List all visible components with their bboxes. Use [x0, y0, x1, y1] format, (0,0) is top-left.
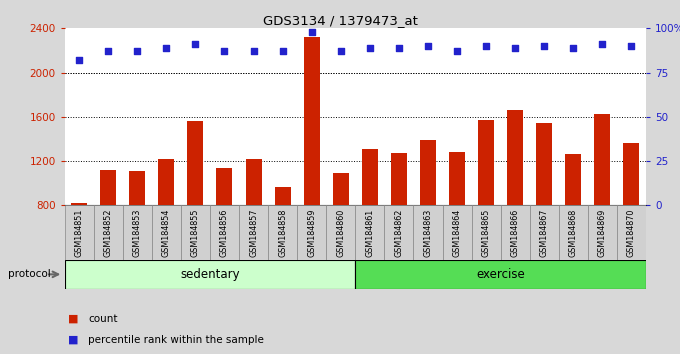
Point [510, 45, 521, 51]
Bar [100, 170, 116, 205]
Point [422, 43, 433, 49]
Bar [326, 205, 355, 260]
Text: GSM184866: GSM184866 [511, 209, 520, 257]
Text: ■: ■ [68, 314, 78, 324]
Bar [210, 205, 239, 260]
Bar [530, 205, 559, 260]
Point [248, 48, 259, 54]
Text: exercise: exercise [476, 268, 525, 281]
Bar [617, 205, 646, 260]
Text: GSM184853: GSM184853 [133, 209, 141, 257]
Text: GSM184862: GSM184862 [394, 209, 403, 257]
Bar [129, 171, 146, 205]
Text: percentile rank within the sample: percentile rank within the sample [88, 335, 265, 345]
Point [73, 57, 84, 63]
Text: sedentary: sedentary [180, 268, 240, 281]
Bar [624, 143, 639, 205]
Point [568, 45, 579, 51]
Bar [181, 205, 210, 260]
Text: GSM184865: GSM184865 [481, 209, 490, 257]
Bar [94, 205, 122, 260]
Text: GSM184852: GSM184852 [104, 209, 113, 257]
Point [452, 48, 462, 54]
Bar [559, 205, 588, 260]
Text: GSM184860: GSM184860 [337, 209, 345, 257]
Point [597, 41, 608, 47]
Bar [384, 205, 413, 260]
Text: count: count [88, 314, 118, 324]
Bar [391, 153, 407, 205]
Bar [420, 140, 436, 205]
Bar [594, 114, 611, 205]
Bar [472, 205, 500, 260]
Bar [158, 159, 174, 205]
Text: GSM184851: GSM184851 [75, 209, 84, 257]
Point [306, 29, 317, 35]
Point [364, 45, 375, 51]
Bar [355, 205, 384, 260]
Bar [188, 121, 203, 205]
Bar [297, 205, 326, 260]
Bar [333, 173, 349, 205]
Bar [275, 187, 290, 205]
Bar [65, 205, 94, 260]
Text: GSM184855: GSM184855 [191, 209, 200, 257]
Point [277, 48, 288, 54]
Bar [362, 149, 378, 205]
Text: GSM184856: GSM184856 [220, 209, 229, 257]
Bar [443, 205, 472, 260]
Point [219, 48, 230, 54]
Bar [478, 120, 494, 205]
Bar [65, 260, 355, 289]
Point [132, 48, 143, 54]
Point [190, 41, 201, 47]
Bar [500, 205, 530, 260]
Point [626, 43, 637, 49]
Bar [268, 205, 297, 260]
Bar [449, 152, 465, 205]
Bar [304, 37, 320, 205]
Point [103, 48, 114, 54]
Text: GSM184863: GSM184863 [424, 209, 432, 257]
Point [335, 48, 346, 54]
Point [481, 43, 492, 49]
Bar [537, 124, 552, 205]
Bar [216, 168, 233, 205]
Bar [239, 205, 268, 260]
Text: GSM184870: GSM184870 [627, 209, 636, 257]
Text: GSM184867: GSM184867 [540, 209, 549, 257]
Bar [152, 205, 181, 260]
Text: GDS3134 / 1379473_at: GDS3134 / 1379473_at [262, 14, 418, 27]
Text: GSM184861: GSM184861 [365, 209, 374, 257]
Text: GSM184859: GSM184859 [307, 209, 316, 257]
Text: GSM184868: GSM184868 [569, 209, 578, 257]
Point [539, 43, 549, 49]
Text: GSM184857: GSM184857 [249, 209, 258, 257]
Text: GSM184864: GSM184864 [453, 209, 462, 257]
Text: GSM184854: GSM184854 [162, 209, 171, 257]
Text: protocol: protocol [8, 269, 51, 279]
Bar [245, 159, 262, 205]
Bar [413, 205, 443, 260]
Point [161, 45, 172, 51]
Bar [355, 260, 646, 289]
Bar [71, 203, 87, 205]
Text: ■: ■ [68, 335, 78, 345]
Text: GSM184858: GSM184858 [278, 209, 287, 257]
Bar [507, 110, 523, 205]
Point [394, 45, 405, 51]
Text: GSM184869: GSM184869 [598, 209, 607, 257]
Bar [565, 154, 581, 205]
Bar [122, 205, 152, 260]
Bar [588, 205, 617, 260]
